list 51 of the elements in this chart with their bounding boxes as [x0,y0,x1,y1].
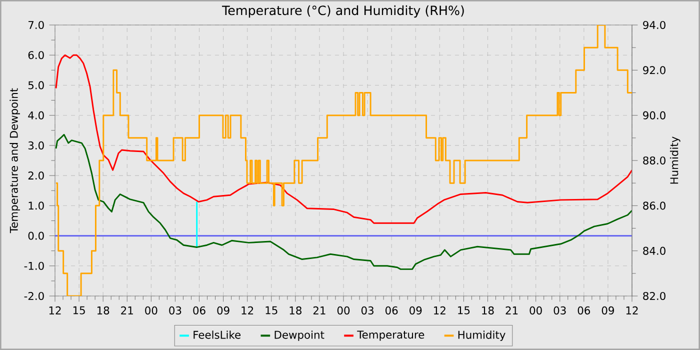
x-tick-label: 06 [193,306,206,314]
x-tick-label: 00 [337,306,350,314]
y2-tick-label: 86.0 [643,202,666,210]
x-tick-label: 09 [602,306,614,314]
y2-tick-label: 88.0 [643,156,666,165]
x-tick-label: 15 [266,306,278,314]
x-tick-label: 21 [506,306,518,314]
x-tick-label: 09 [410,306,422,314]
y-tick-label: 2.0 [28,172,44,180]
legend-label: FeelsLike [194,330,241,339]
y-tick-label: 4.0 [28,111,44,120]
x-tick-label: 21 [313,306,326,314]
y-axis-title: Temperature and Dewpoint [10,88,20,234]
x-tick-label: 03 [554,306,566,314]
y-tick-label: 5.0 [28,81,44,90]
x-tick-label: 12 [49,306,61,314]
x-tick-label: 03 [169,306,182,314]
y2-tick-label: 92.0 [643,66,666,74]
x-tick-label: 09 [217,306,230,314]
y-tick-label: 1.0 [28,202,44,210]
x-tick-label: 00 [145,306,158,314]
x-tick-label: 18 [482,306,494,314]
y-tick-label: -1.0 [24,262,44,270]
y-tick-label: 7.0 [28,20,44,30]
y2-tick-label: 90.0 [643,111,666,120]
y-tick-label: 0.0 [28,232,44,240]
legend-label: Humidity [458,330,506,341]
x-tick-label: 06 [578,306,590,314]
x-tick-label: 12 [626,306,638,314]
x-tick-label: 12 [434,306,446,314]
line-series [55,54,632,224]
x-tick-label: 18 [290,306,302,314]
line-series [55,134,632,270]
x-tick-label: 15 [73,306,85,314]
y2-tick-label: 82.0 [643,292,666,300]
x-tick-label: 18 [97,306,110,314]
x-tick-label: 12 [242,306,254,314]
x-tick-label: 21 [121,306,133,314]
x-tick-label: 15 [458,306,470,314]
legend-label: Dewpoint [274,330,324,341]
y-tick-label: 6.0 [28,51,44,60]
y2-axis-title: Humidity [670,136,680,184]
y2-tick-label: 94.0 [643,20,666,30]
y2-tick-label: 84.0 [643,246,666,255]
x-tick-label: 03 [361,306,374,314]
y-tick-label: 3.0 [28,141,44,150]
y-tick-label: -2.0 [24,292,44,300]
legend-label: Temperature [357,330,424,341]
chart-title: Temperature (°C) and Humidity (RH%) [222,5,464,18]
x-tick-label: 00 [530,306,542,314]
x-tick-label: 06 [386,306,398,314]
